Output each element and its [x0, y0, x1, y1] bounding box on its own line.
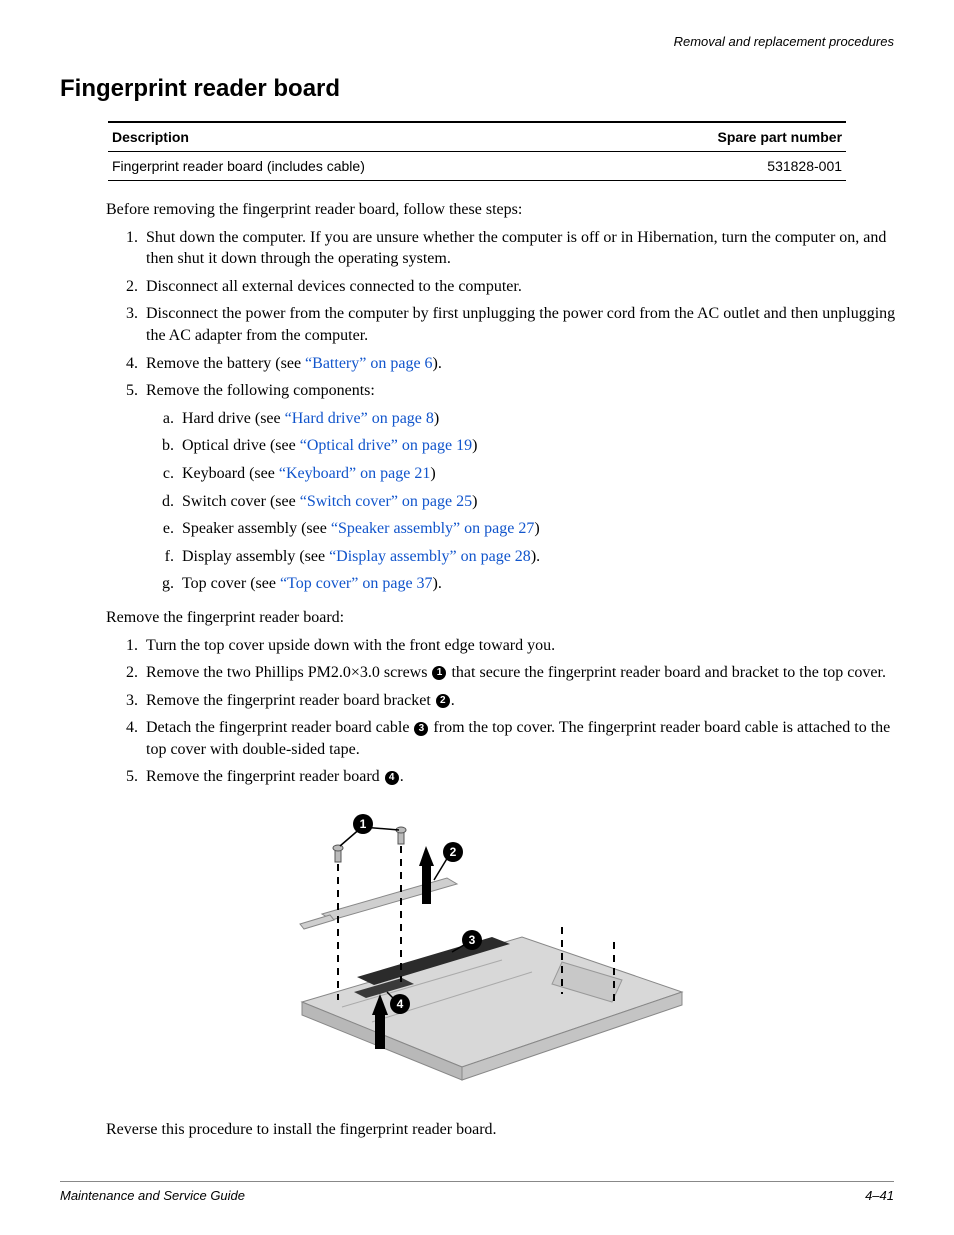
callout-marker-icon: 3: [414, 722, 428, 736]
list-item: Display assembly (see “Display assembly”…: [178, 546, 902, 568]
footer-guide-title: Maintenance and Service Guide: [60, 1188, 245, 1203]
page-footer: Maintenance and Service Guide 4–41: [60, 1181, 894, 1203]
list-item: Remove the fingerprint reader board 4.: [142, 766, 902, 788]
text-fragment: Switch cover (see: [182, 493, 300, 510]
text-fragment: Remove the fingerprint reader board brac…: [146, 692, 435, 709]
figure-container: 1 2 3 4: [60, 802, 894, 1097]
list-item: Remove the fingerprint reader board brac…: [142, 690, 902, 712]
cross-reference-link[interactable]: “Hard drive” on page 8: [285, 410, 434, 427]
cross-reference-link[interactable]: “Speaker assembly” on page 27: [331, 520, 534, 537]
figure-callout-icon: 3: [462, 930, 482, 950]
list-item: Detach the fingerprint reader board cabl…: [142, 717, 902, 760]
text-fragment: Speaker assembly (see: [182, 520, 331, 537]
text-fragment: ).: [433, 355, 442, 372]
running-header: Removal and replacement procedures: [60, 34, 894, 49]
callout-marker-icon: 1: [432, 666, 446, 680]
list-item: Hard drive (see “Hard drive” on page 8): [178, 408, 902, 430]
text-fragment: ): [472, 437, 477, 454]
table-header-description: Description: [108, 122, 598, 152]
closing-paragraph: Reverse this procedure to install the fi…: [106, 1119, 896, 1141]
list-item: Turn the top cover upside down with the …: [142, 635, 902, 657]
text-fragment: Detach the fingerprint reader board cabl…: [146, 719, 413, 736]
list-item: Keyboard (see “Keyboard” on page 21): [178, 463, 902, 485]
list-item: Remove the two Phillips PM2.0×3.0 screws…: [142, 662, 902, 684]
removal-steps: Turn the top cover upside down with the …: [106, 635, 902, 789]
cross-reference-link[interactable]: “Optical drive” on page 19: [300, 437, 472, 454]
text-fragment: .: [451, 692, 455, 709]
text-fragment: .: [400, 768, 404, 785]
table-header-spare-number: Spare part number: [597, 122, 846, 152]
cross-reference-link[interactable]: “Keyboard” on page 21: [279, 465, 431, 482]
text-fragment: ).: [433, 575, 442, 592]
list-item: Disconnect all external devices connecte…: [142, 276, 902, 298]
table-cell-spare-number: 531828-001: [597, 152, 846, 181]
list-item: Shut down the computer. If you are unsur…: [142, 227, 902, 270]
text-fragment: ): [534, 520, 539, 537]
text-fragment: Display assembly (see: [182, 548, 329, 565]
cross-reference-link[interactable]: “Display assembly” on page 28: [329, 548, 531, 565]
exploded-diagram: 1 2 3 4: [262, 802, 692, 1092]
text-fragment: ): [434, 410, 439, 427]
pre-removal-steps: Shut down the computer. If you are unsur…: [106, 227, 902, 595]
figure-callout-icon: 2: [443, 842, 463, 862]
text-fragment: Remove the following components:: [146, 382, 375, 399]
document-page: Removal and replacement procedures Finge…: [0, 0, 954, 1235]
text-fragment: Hard drive (see: [182, 410, 285, 427]
page-title: Fingerprint reader board: [60, 75, 894, 103]
cross-reference-link[interactable]: “Switch cover” on page 25: [300, 493, 472, 510]
cross-reference-link[interactable]: “Top cover” on page 37: [280, 575, 433, 592]
text-fragment: ).: [531, 548, 540, 565]
text-fragment: Keyboard (see: [182, 465, 279, 482]
list-item: Optical drive (see “Optical drive” on pa…: [178, 435, 902, 457]
removal-lead-paragraph: Remove the fingerprint reader board:: [106, 607, 896, 629]
cross-reference-link[interactable]: “Battery” on page 6: [305, 355, 433, 372]
list-item: Remove the battery (see “Battery” on pag…: [142, 353, 902, 375]
callout-marker-icon: 4: [385, 771, 399, 785]
table-row: Fingerprint reader board (includes cable…: [108, 152, 846, 181]
text-fragment: that secure the fingerprint reader board…: [447, 664, 885, 681]
text-fragment: ): [430, 465, 435, 482]
footer-page-number: 4–41: [865, 1188, 894, 1203]
text-fragment: Optical drive (see: [182, 437, 300, 454]
sub-component-list: Hard drive (see “Hard drive” on page 8) …: [146, 408, 902, 595]
spare-parts-table: Description Spare part number Fingerprin…: [108, 121, 846, 181]
text-fragment: Remove the battery (see: [146, 355, 305, 372]
table-cell-description: Fingerprint reader board (includes cable…: [108, 152, 598, 181]
figure-callout-icon: 4: [390, 994, 410, 1014]
intro-paragraph: Before removing the fingerprint reader b…: [106, 199, 896, 221]
text-fragment: Remove the two Phillips PM2.0×3.0 screws: [146, 664, 431, 681]
callout-marker-icon: 2: [436, 694, 450, 708]
text-fragment: Remove the fingerprint reader board: [146, 768, 384, 785]
list-item: Speaker assembly (see “Speaker assembly”…: [178, 518, 902, 540]
text-fragment: ): [472, 493, 477, 510]
text-fragment: Top cover (see: [182, 575, 280, 592]
list-item: Switch cover (see “Switch cover” on page…: [178, 491, 902, 513]
list-item: Disconnect the power from the computer b…: [142, 303, 902, 346]
list-item: Top cover (see “Top cover” on page 37).: [178, 573, 902, 595]
list-item: Remove the following components: Hard dr…: [142, 380, 902, 595]
figure-callout-icon: 1: [353, 814, 373, 834]
